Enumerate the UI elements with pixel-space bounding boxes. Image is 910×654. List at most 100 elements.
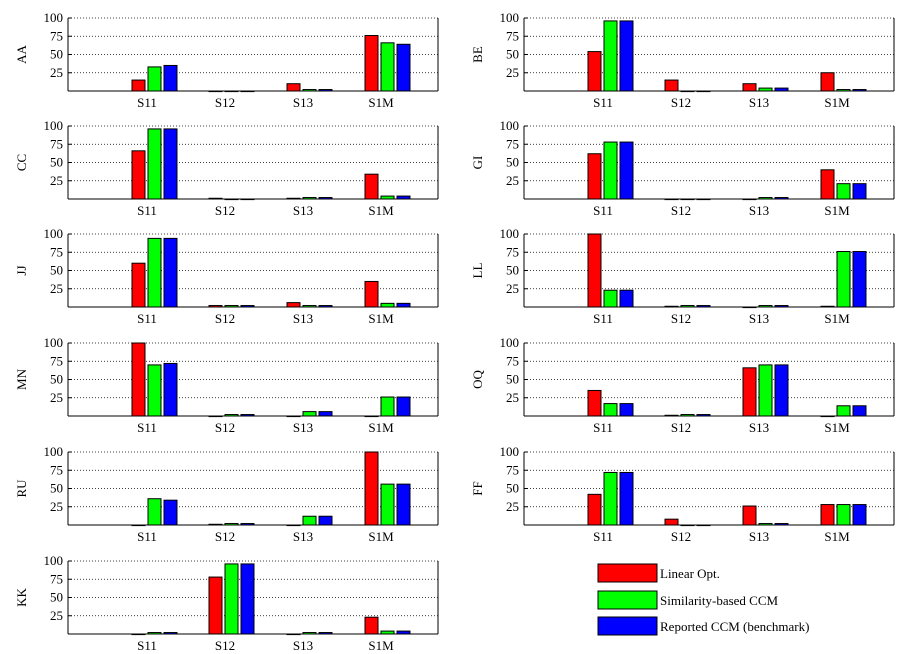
panel-cc: 25 50 75 100 S11 S12 S13 S1M CC <box>14 118 439 218</box>
x-tick-label: S1M <box>368 529 394 544</box>
bar-ff-s12-s1 <box>664 518 679 526</box>
bar-ll-s1m-s2 <box>836 251 851 308</box>
bar-ll-s11-s3 <box>619 289 634 308</box>
bar-ff-s1m-s1 <box>820 504 835 526</box>
legend-item: Similarity-based CCM <box>597 590 779 610</box>
legend-item: Linear Opt. <box>597 563 720 583</box>
y-tick-label: 75 <box>50 136 63 151</box>
y-tick-label: 50 <box>50 372 63 387</box>
bar-ff-s11-s3 <box>619 471 634 526</box>
x-tick-label: S11 <box>137 95 157 110</box>
bar-be-s12-s1 <box>664 79 679 92</box>
y-tick-label: 25 <box>506 281 519 296</box>
legend-label: Similarity-based CCM <box>660 593 779 608</box>
y-tick-label: 25 <box>50 281 63 296</box>
y-tick-label: 25 <box>50 390 63 405</box>
x-tick-label: S12 <box>671 95 691 110</box>
y-tick-label: 25 <box>50 608 63 623</box>
y-tick-label: 100 <box>44 10 64 25</box>
y-tick-label: 25 <box>506 173 519 188</box>
bar-kk-s12-s1 <box>208 576 223 635</box>
bar-jj-s1m-s1 <box>364 280 379 308</box>
y-tick-label: 50 <box>50 590 63 605</box>
bar-oq-s11-s3 <box>619 403 634 417</box>
x-tick-label: S13 <box>293 420 313 435</box>
bar-be-s11-s1 <box>587 51 602 92</box>
y-tick-label: 100 <box>44 118 64 133</box>
x-tick-label: S12 <box>671 203 691 218</box>
y-tick-label: 75 <box>50 462 63 477</box>
y-tick-label: 100 <box>44 226 64 241</box>
x-tick-label: S13 <box>293 311 313 326</box>
x-tick-label: S13 <box>749 529 769 544</box>
bar-ru-s1m-s1 <box>364 451 379 526</box>
y-tick-label: 100 <box>44 444 64 459</box>
bar-ff-s11-s1 <box>587 493 602 526</box>
x-tick-label: S13 <box>749 95 769 110</box>
x-tick-label: S1M <box>824 311 850 326</box>
y-tick-label: 75 <box>50 244 63 259</box>
y-tick-label: 25 <box>506 65 519 80</box>
y-axis-label: CC <box>14 154 29 171</box>
bar-be-s1m-s1 <box>820 72 835 92</box>
bar-jj-s11-s2 <box>147 237 162 308</box>
bar-kk-s12-s3 <box>240 563 255 635</box>
y-tick-label: 75 <box>506 244 519 259</box>
bar-cc-s11-s3 <box>163 128 178 200</box>
x-tick-label: S13 <box>749 311 769 326</box>
y-tick-label: 25 <box>50 499 63 514</box>
y-tick-label: 50 <box>50 263 63 278</box>
x-tick-label: S1M <box>368 95 394 110</box>
y-tick-label: 50 <box>506 372 519 387</box>
bar-ru-s1m-s2 <box>380 483 395 526</box>
y-tick-label: 50 <box>50 47 63 62</box>
plot-area <box>524 234 894 307</box>
x-tick-label: S1M <box>824 420 850 435</box>
x-tick-label: S11 <box>137 529 157 544</box>
x-tick-label: S1M <box>368 311 394 326</box>
bar-aa-s1m-s2 <box>380 42 395 92</box>
panel-gi: 25 50 75 100 S11 S12 S13 S1M GI <box>470 118 895 218</box>
bar-gi-s11-s3 <box>619 141 634 200</box>
plot-area <box>68 343 438 416</box>
y-axis-label: KK <box>14 588 29 607</box>
x-tick-label: S13 <box>749 420 769 435</box>
y-axis-label: LL <box>470 263 485 279</box>
y-tick-label: 75 <box>506 28 519 43</box>
bar-cc-s11-s1 <box>131 150 146 200</box>
panel-oq: 25 50 75 100 S11 S12 S13 S1M OQ <box>470 335 895 435</box>
bar-mn-s1m-s2 <box>380 396 395 417</box>
bar-mn-s1m-s3 <box>396 396 411 417</box>
y-tick-label: 50 <box>50 481 63 496</box>
bar-aa-s11-s2 <box>147 66 162 92</box>
bar-be-s13-s1 <box>742 83 757 92</box>
bar-mn-s13-s3 <box>318 411 333 417</box>
plot-area <box>524 18 894 91</box>
bar-ll-s11-s1 <box>587 233 602 308</box>
bar-aa-s11-s1 <box>131 79 146 92</box>
panel-ff: 25 50 75 100 S11 S12 S13 S1M FF <box>470 444 895 544</box>
bar-jj-s11-s1 <box>131 262 146 308</box>
bar-ru-s13-s3 <box>318 515 333 526</box>
bar-oq-s1m-s2 <box>836 405 851 417</box>
x-tick-label: S13 <box>293 95 313 110</box>
bar-ru-s1m-s3 <box>396 483 411 526</box>
y-axis-label: OQ <box>470 370 485 389</box>
legend: Linear Opt. Similarity-based CCM Reported … <box>597 563 809 636</box>
panel-mn: 25 50 75 100 S11 S12 S13 S1M MN <box>14 335 439 435</box>
x-tick-label: S1M <box>368 638 394 653</box>
bar-oq-s13-s1 <box>742 367 757 417</box>
bar-jj-s11-s3 <box>163 237 178 308</box>
bar-ru-s13-s2 <box>302 515 317 526</box>
x-tick-label: S12 <box>671 420 691 435</box>
y-tick-label: 50 <box>506 47 519 62</box>
x-tick-label: S12 <box>671 529 691 544</box>
x-tick-label: S11 <box>593 203 613 218</box>
x-tick-label: S12 <box>215 311 235 326</box>
y-tick-label: 100 <box>500 226 520 241</box>
y-tick-label: 100 <box>500 118 520 133</box>
legend-swatch <box>597 590 658 610</box>
bar-gi-s11-s1 <box>587 153 602 200</box>
panel-aa: 25 50 75 100 S11 S12 S13 S1M AA <box>14 10 439 110</box>
